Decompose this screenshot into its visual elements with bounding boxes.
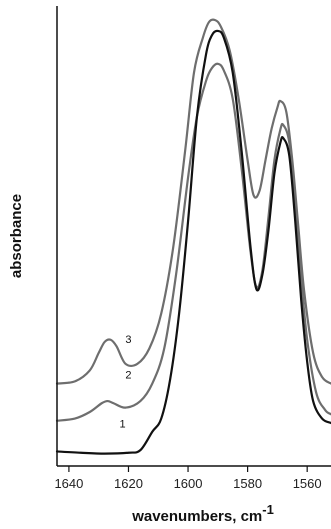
x-tick-label-1560: 1560 — [293, 476, 322, 491]
series-line-2 — [55, 62, 331, 422]
x-axis-title: wavenumbers, cm-1 — [131, 502, 274, 525]
axes-layer — [56, 6, 331, 467]
x-tick-label-1620: 1620 — [114, 476, 143, 491]
x-axis-title-superscript: -1 — [262, 502, 274, 517]
x-tick-label-1600: 1600 — [174, 476, 203, 491]
series-line-3 — [55, 18, 331, 385]
x-tick-label-1580: 1580 — [233, 476, 262, 491]
y-axis-title: absorbance — [8, 194, 25, 278]
x-ticks: 1640 1620 1600 1580 1560 — [54, 466, 322, 491]
x-tick-label-1640: 1640 — [54, 476, 83, 491]
curve-labels: 1 2 3 — [119, 334, 131, 431]
x-axis-title-text: wavenumbers, cm — [131, 508, 262, 525]
curve-label-3: 3 — [125, 334, 131, 346]
curve-label-2: 2 — [125, 369, 131, 381]
series-line-1 — [55, 29, 331, 455]
curve-label-1: 1 — [119, 418, 125, 430]
series-layer — [55, 18, 331, 455]
